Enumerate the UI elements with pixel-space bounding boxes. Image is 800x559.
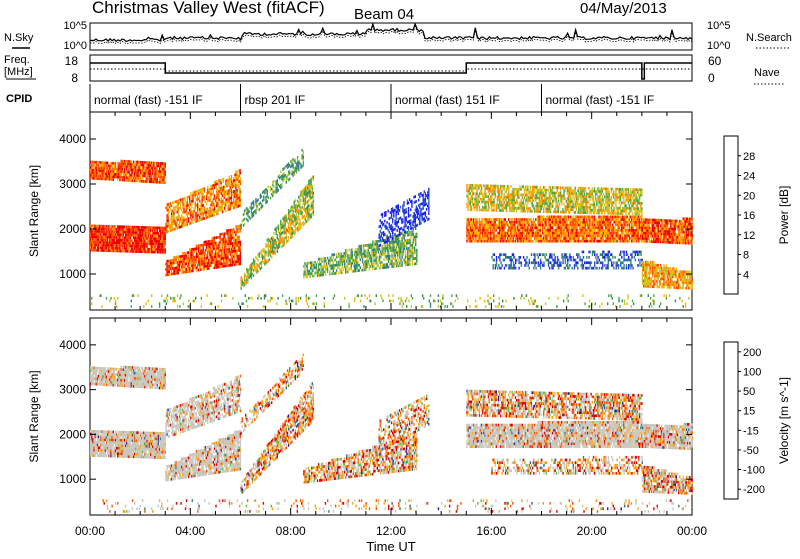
colorbar-tick-label: 20 bbox=[743, 190, 755, 202]
colorbar-tick-label: 50 bbox=[743, 386, 755, 398]
x-tick-label: 00:00 bbox=[677, 524, 707, 538]
noise-panel-frame bbox=[90, 23, 692, 50]
noise-tick-right-top: 10^5 bbox=[707, 20, 731, 32]
station-title: Christmas Valley West (fitACF) bbox=[92, 0, 325, 17]
colorbar-tick-label: 28 bbox=[743, 151, 755, 163]
colorbar-tick-label: 15 bbox=[743, 406, 755, 418]
noise-tick-left-bottom: 10^0 bbox=[63, 40, 87, 52]
y-tick-label: 1000 bbox=[59, 267, 86, 281]
freq-label-line1: Freq. bbox=[4, 54, 30, 66]
cpid-segment-label: rbsp 201 IF bbox=[245, 93, 306, 107]
x-tick-label: 16:00 bbox=[476, 524, 506, 538]
colorbar-tick-label: -200 bbox=[743, 484, 765, 496]
colorbar-tick-label: 24 bbox=[743, 171, 755, 183]
freq-label-line2: [MHz] bbox=[4, 66, 33, 78]
y-tick-label: 3000 bbox=[59, 383, 86, 397]
colorbar-tick-label: 200 bbox=[743, 347, 761, 359]
velocity-panel: 1000 2000 3000 4000 Slant Range [km] bbox=[27, 318, 693, 515]
y-axis-label: Slant Range [km] bbox=[27, 165, 41, 257]
nave-trace bbox=[90, 69, 692, 71]
colorbar-label: Power [dB] bbox=[777, 186, 791, 245]
colorbar-tick-label: 8 bbox=[743, 250, 749, 262]
colorbar-tick-label: -50 bbox=[743, 445, 759, 457]
noise-tick-left-top: 10^5 bbox=[63, 20, 87, 32]
freq-tick-top: 18 bbox=[65, 54, 79, 68]
colorbar-label: Velocity [m s^-1] bbox=[777, 377, 791, 464]
time-axis-label: Time UT bbox=[366, 539, 415, 554]
colorbar-tick-label: 16 bbox=[743, 210, 755, 222]
y-tick-label: 3000 bbox=[59, 177, 86, 191]
noise-tick-right-bottom: 10^0 bbox=[707, 40, 731, 52]
y-tick-label: 4000 bbox=[59, 338, 86, 352]
x-tick-label: 08:00 bbox=[276, 524, 306, 538]
power-colorbar: 4 8 12 16 20 24 28 Power [dB] bbox=[724, 136, 791, 294]
nsky-trace bbox=[90, 24, 692, 41]
y-tick-label: 4000 bbox=[59, 132, 86, 146]
colorbar-tick-label: 12 bbox=[743, 230, 755, 242]
y-tick-label: 2000 bbox=[59, 427, 86, 441]
colorbar-tick-label: 100 bbox=[743, 366, 761, 378]
colorbar-tick-label: -15 bbox=[743, 425, 759, 437]
nave-tick-top: 60 bbox=[708, 54, 722, 68]
power-panel: 1000 2000 3000 4000 Slant Range [km] bbox=[27, 112, 693, 310]
cpid-segment-label: normal (fast) 151 IF bbox=[395, 93, 500, 107]
y-axis-label: Slant Range [km] bbox=[27, 370, 41, 462]
cpid-segment-label: normal (fast) -151 IF bbox=[94, 93, 203, 107]
time-axis-ticks: 00:00 04:00 08:00 12:00 16:00 20:00 00:00 bbox=[75, 524, 707, 538]
colorbar-frame bbox=[724, 136, 738, 294]
colorbar-tick-label: 4 bbox=[743, 269, 749, 281]
beam-label: Beam 04 bbox=[354, 6, 414, 23]
freq-tick-bottom: 8 bbox=[71, 71, 78, 85]
date-label: 04/May/2013 bbox=[580, 0, 667, 17]
nsearch-label: N.Search bbox=[746, 32, 792, 44]
x-tick-label: 00:00 bbox=[75, 524, 105, 538]
x-tick-label: 12:00 bbox=[376, 524, 406, 538]
nave-tick-bottom: 0 bbox=[708, 71, 715, 85]
cpid-label: CPID bbox=[6, 93, 32, 105]
nave-label: Nave bbox=[754, 67, 780, 79]
colorbar-tick-label: -100 bbox=[743, 465, 765, 477]
nsky-label: N.Sky bbox=[4, 32, 34, 44]
x-tick-label: 04:00 bbox=[175, 524, 205, 538]
y-tick-label: 2000 bbox=[59, 222, 86, 236]
freq-traces bbox=[90, 63, 692, 79]
colorbar-frame bbox=[724, 342, 738, 499]
noise-traces bbox=[90, 24, 692, 44]
freq-panel-frame bbox=[90, 55, 692, 81]
cpid-segment-label: normal (fast) -151 IF bbox=[546, 93, 655, 107]
cpid-segments: normal (fast) -151 IF rbsp 201 IF normal (… bbox=[90, 84, 654, 112]
x-tick-label: 20:00 bbox=[577, 524, 607, 538]
velocity-colorbar: 200 100 50 15 -15 -50 -100 -200 Velocity [m s^-1… bbox=[724, 342, 791, 499]
y-tick-label: 1000 bbox=[59, 472, 86, 486]
